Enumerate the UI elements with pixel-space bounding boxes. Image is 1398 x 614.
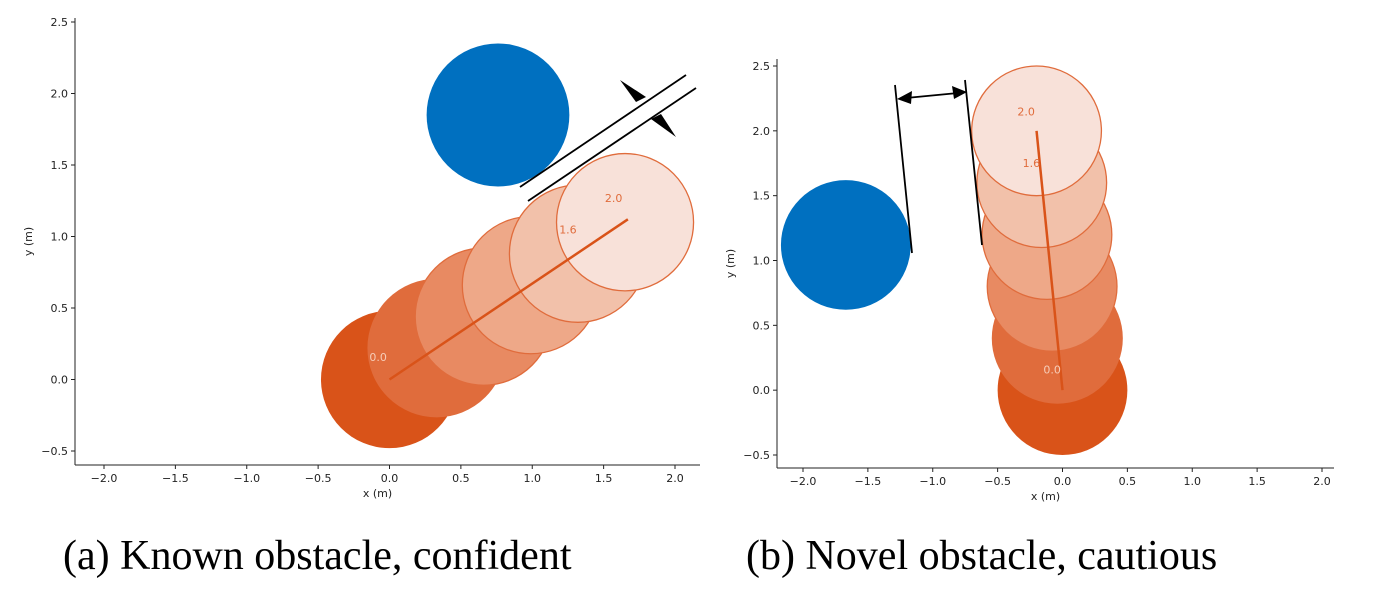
x-tick-label: 1.5	[1248, 475, 1266, 488]
time-label: 1.6	[1023, 157, 1041, 170]
x-tick-label: −1.0	[919, 475, 946, 488]
time-label: 2.0	[605, 192, 623, 205]
time-label: 2.0	[1017, 105, 1035, 118]
chart-panel-b: −2.0 −1.5 −1.0 −0.5 0.0 0.5 1.0 1.5 2.0 −0.5 0.0 0.…	[724, 59, 1334, 503]
arrowhead-lower	[651, 114, 676, 137]
trajectory-line	[388, 218, 629, 381]
arrowhead-left	[897, 91, 912, 104]
x-tick-label: −1.5	[162, 472, 189, 485]
clearance-line-left	[894, 84, 913, 254]
x-tick-label: −1.0	[233, 472, 260, 485]
arrowhead-right	[952, 86, 967, 99]
x-tick-label: 0.0	[381, 472, 399, 485]
time-label: 1.6	[559, 224, 577, 237]
y-tick-label: 1.0	[51, 231, 69, 244]
y-tick-label: −0.5	[41, 445, 68, 458]
arrowhead-upper	[620, 80, 646, 102]
clearance-line-upper	[519, 74, 687, 188]
x-tick-label: 0.5	[452, 472, 470, 485]
y-tick-label: 0.0	[51, 374, 69, 387]
y-axis-label: y (m)	[724, 249, 737, 278]
x-tick-label: −2.0	[790, 475, 817, 488]
x-tick-label: −0.5	[305, 472, 332, 485]
trajectory-line	[1035, 130, 1064, 391]
caption-a: (a) Known obstacle, confident	[63, 533, 572, 579]
y-tick-label: 2.5	[753, 60, 771, 73]
y-tick-label: 1.0	[753, 255, 771, 268]
y-tick-label: 2.0	[753, 125, 771, 138]
clearance-line-right	[964, 79, 983, 246]
clearance-line-lower	[527, 87, 697, 202]
x-tick-label: 2.0	[666, 472, 684, 485]
x-axis-label: x (m)	[363, 487, 392, 500]
obstacle-circle	[780, 180, 911, 310]
x-axis-label: x (m)	[1031, 490, 1060, 503]
caption-b: (b) Novel obstacle, cautious	[746, 533, 1218, 579]
y-tick-label: 2.5	[51, 16, 69, 29]
y-tick-label: 0.5	[51, 302, 69, 315]
x-tick-label: 0.5	[1119, 475, 1137, 488]
y-axis-label: y (m)	[22, 227, 35, 256]
y-tick-label: 2.0	[51, 88, 69, 101]
chart-panel-a: −2.0 −1.5 −1.0 −0.5 0.0 0.5 1.0 1.5 2.0 −0.5 0.0 0.…	[22, 16, 700, 500]
time-label: 0.0	[1043, 363, 1061, 376]
obstacle-circle	[426, 43, 570, 187]
x-tick-label: 1.0	[1184, 475, 1202, 488]
time-label: 0.0	[369, 351, 387, 364]
y-tick-label: 1.5	[753, 190, 771, 203]
y-tick-label: 1.5	[51, 159, 69, 172]
x-tick-label: −1.5	[855, 475, 882, 488]
x-tick-label: 0.0	[1054, 475, 1072, 488]
x-tick-label: 1.0	[524, 472, 542, 485]
clearance-arrow-shaft	[905, 92, 959, 99]
x-tick-label: 1.5	[595, 472, 613, 485]
x-tick-label: 2.0	[1313, 475, 1331, 488]
x-tick-label: −0.5	[984, 475, 1011, 488]
y-tick-label: 0.5	[753, 319, 771, 332]
robot-footprint	[971, 65, 1103, 197]
y-tick-label: −0.5	[743, 449, 770, 462]
y-tick-label: 0.0	[753, 384, 771, 397]
x-tick-label: −2.0	[91, 472, 118, 485]
